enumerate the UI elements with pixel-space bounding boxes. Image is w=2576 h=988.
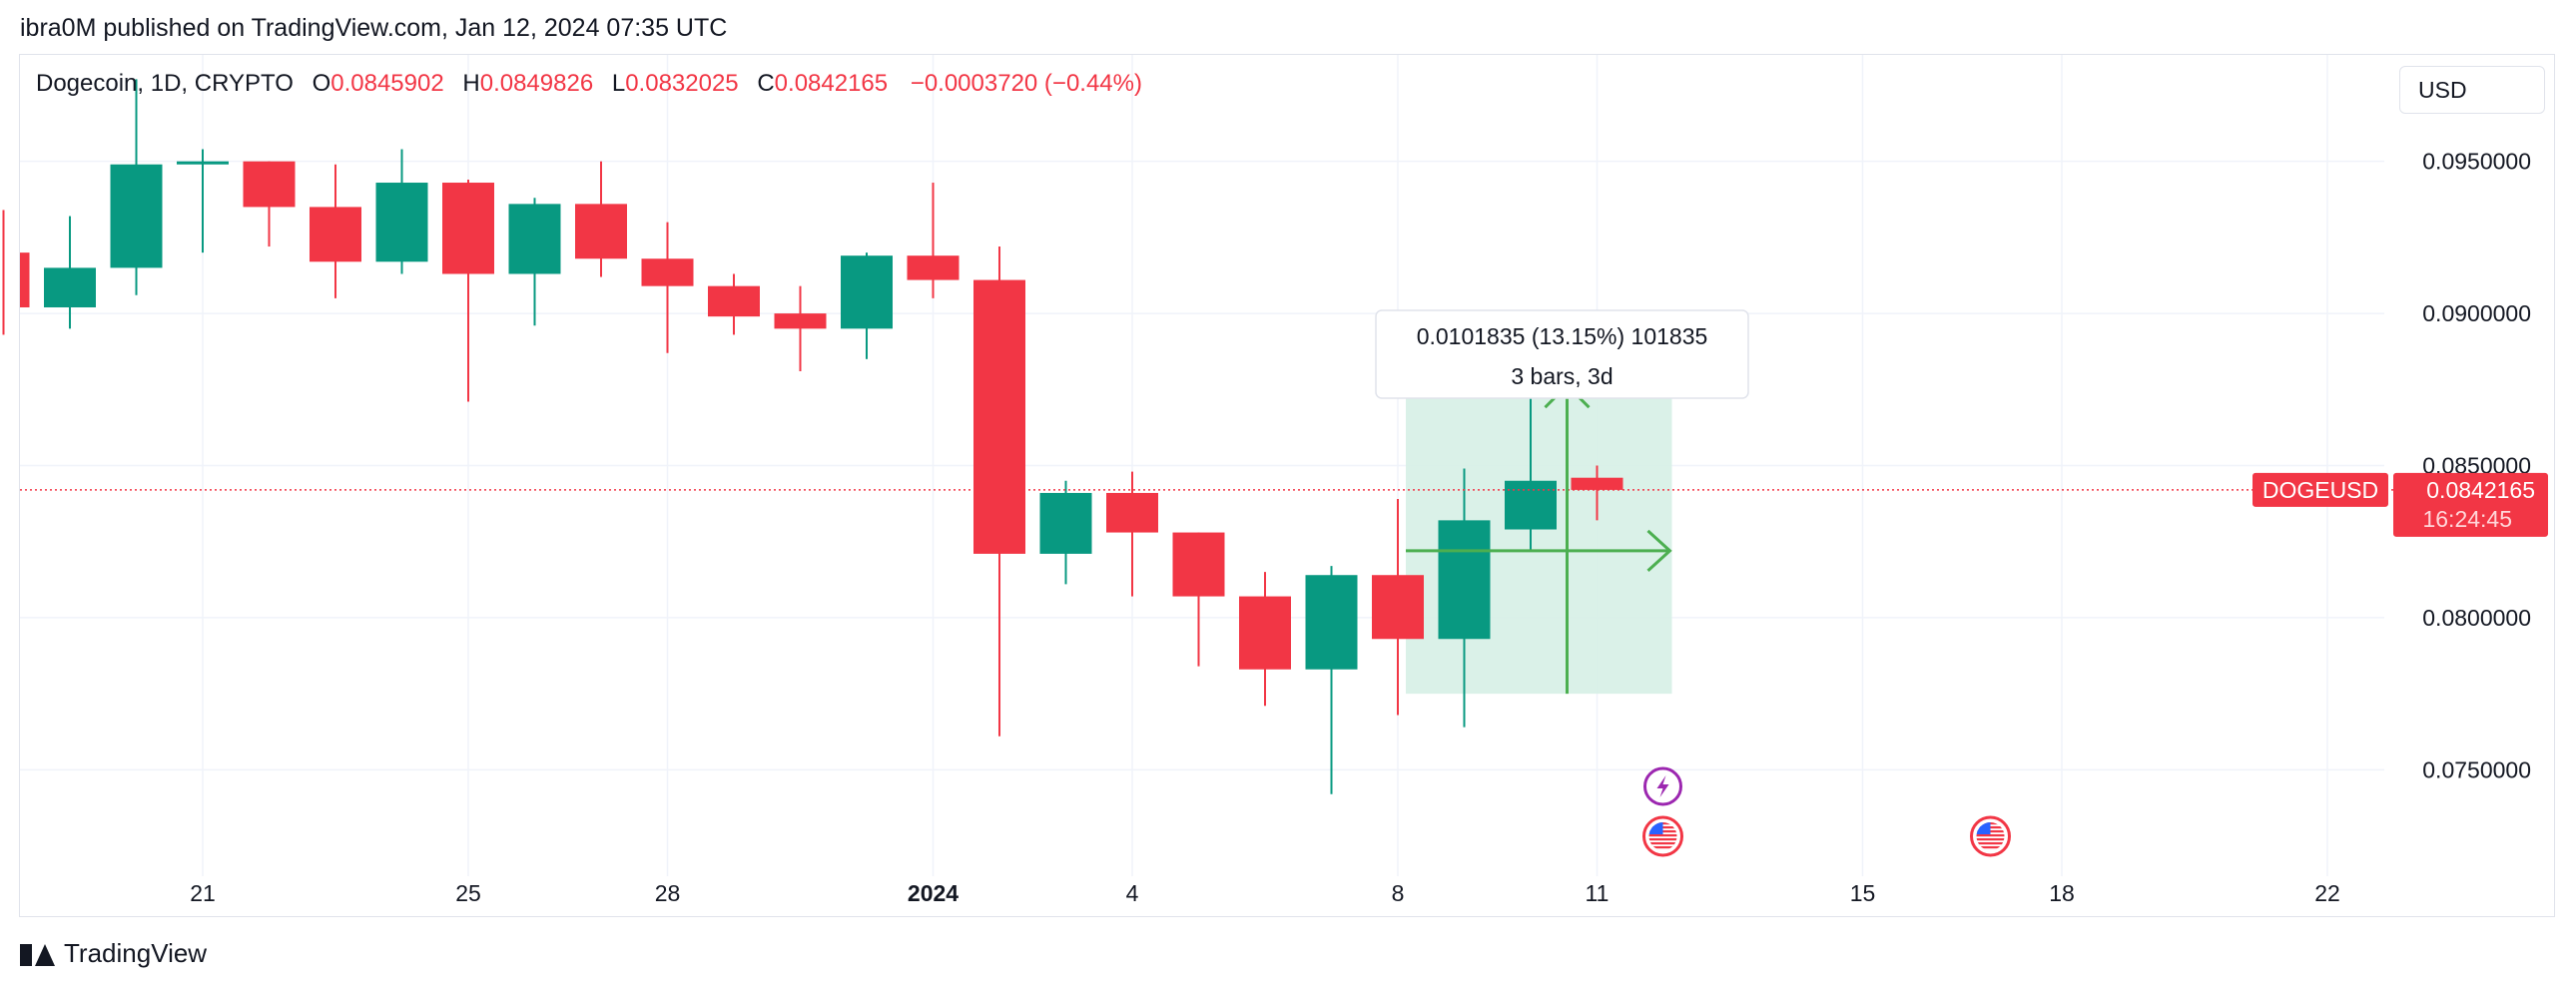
low-value: 0.0832025: [625, 70, 739, 97]
y-tick-label: 0.0800000: [2422, 605, 2531, 631]
tradingview-logo-icon: [20, 942, 60, 966]
x-tick-label: 4: [1126, 880, 1139, 906]
candle-body: [1438, 520, 1491, 640]
candle-body: [375, 183, 428, 262]
candle-body: [708, 285, 760, 317]
us-flag-icon[interactable]: [1642, 815, 1683, 857]
candle-body: [973, 279, 1025, 554]
last-price-badge: [2393, 472, 2548, 537]
candle-body: [44, 267, 96, 307]
currency-button[interactable]: USD: [2399, 66, 2545, 114]
measure-label: 0.0101835 (13.15%) 101835 3 bars, 3d: [1375, 309, 1749, 399]
candles: [2, 79, 1623, 794]
candle-body: [310, 207, 361, 262]
bar-countdown-text: 16:24:45: [2422, 506, 2512, 532]
candle-body: [1305, 575, 1358, 670]
candle-body: [177, 161, 229, 165]
open-value: 0.0845902: [330, 70, 444, 97]
candle-body: [508, 204, 561, 274]
x-tick-label: 8: [1392, 880, 1405, 906]
x-tick-label: 28: [655, 880, 681, 906]
y-tick-label: 0.0950000: [2422, 149, 2531, 175]
publish-info: ibra0M published on TradingView.com, Jan…: [20, 14, 728, 42]
x-tick-label: 11: [1586, 880, 1610, 906]
candle-body: [243, 161, 296, 208]
last-price-labels: DOGEUSD 0.0842165 16:24:45: [2253, 472, 2548, 537]
price-change: −0.0003720 (−0.44%): [910, 70, 1142, 97]
y-tick-label: 0.0750000: [2422, 756, 2531, 782]
x-tick-label: 22: [2314, 880, 2340, 906]
symbol-badge-text: DOGEUSD: [2262, 477, 2378, 503]
candle-body: [907, 255, 960, 280]
x-tick-label: 15: [1850, 880, 1876, 906]
last-price-text: 0.0842165: [2426, 477, 2535, 503]
us-flag-icon[interactable]: [1970, 815, 2011, 857]
high-label: H: [462, 70, 480, 97]
x-tick-label: 2024: [908, 880, 959, 906]
measure-bars-text: 3 bars, 3d: [1511, 363, 1612, 389]
brand-name: TradingView: [64, 938, 208, 968]
chart-frame[interactable]: [19, 54, 2555, 917]
lightning-icon[interactable]: [1643, 766, 1682, 806]
candle-body: [20, 252, 30, 307]
candle-body: [1039, 492, 1092, 554]
symbol-price-badge: [2253, 472, 2388, 507]
symbol-description: Dogecoin, 1D, CRYPTO: [36, 70, 294, 97]
close-value: 0.0842165: [774, 70, 889, 97]
candle-body: [641, 258, 694, 286]
high-value: 0.0849826: [479, 70, 594, 97]
candle-body: [575, 204, 627, 259]
x-tick-label: 21: [190, 880, 216, 906]
close-label: C: [757, 70, 775, 97]
measure-horizontal-arrowhead: [1646, 529, 1672, 572]
candle-body: [1571, 477, 1623, 490]
open-label: O: [312, 70, 331, 97]
candle-body: [1172, 532, 1225, 597]
time-axis[interactable]: 21 25 28 2024 4 8 11 15 18 22: [190, 880, 2340, 906]
candle-body: [110, 164, 163, 268]
candle-body: [1106, 492, 1158, 533]
candle-body: [774, 313, 827, 329]
candle-body: [1505, 480, 1557, 530]
candle-body: [442, 183, 494, 274]
candle-body: [1372, 575, 1424, 640]
low-label: L: [611, 70, 626, 97]
y-tick-label: 0.0900000: [2422, 300, 2531, 326]
price-axis[interactable]: 0.07500000.08000000.08500000.09000000.09…: [2422, 149, 2531, 783]
x-tick-label: 25: [455, 880, 481, 906]
event-markers[interactable]: [1642, 766, 2011, 857]
candle-body: [1239, 596, 1291, 670]
measure-change-text: 0.0101835 (13.15%) 101835: [1417, 323, 1708, 349]
tradingview-logo[interactable]: TradingView: [20, 938, 207, 969]
x-tick-label: 18: [2049, 880, 2075, 906]
grid-lines: [20, 55, 2384, 876]
chart-legend: Dogecoin, 1D, CRYPTO O0.0845902 H0.08498…: [36, 70, 1142, 98]
candle-body: [841, 255, 893, 329]
measure-tooltip-box: [1375, 309, 1749, 399]
